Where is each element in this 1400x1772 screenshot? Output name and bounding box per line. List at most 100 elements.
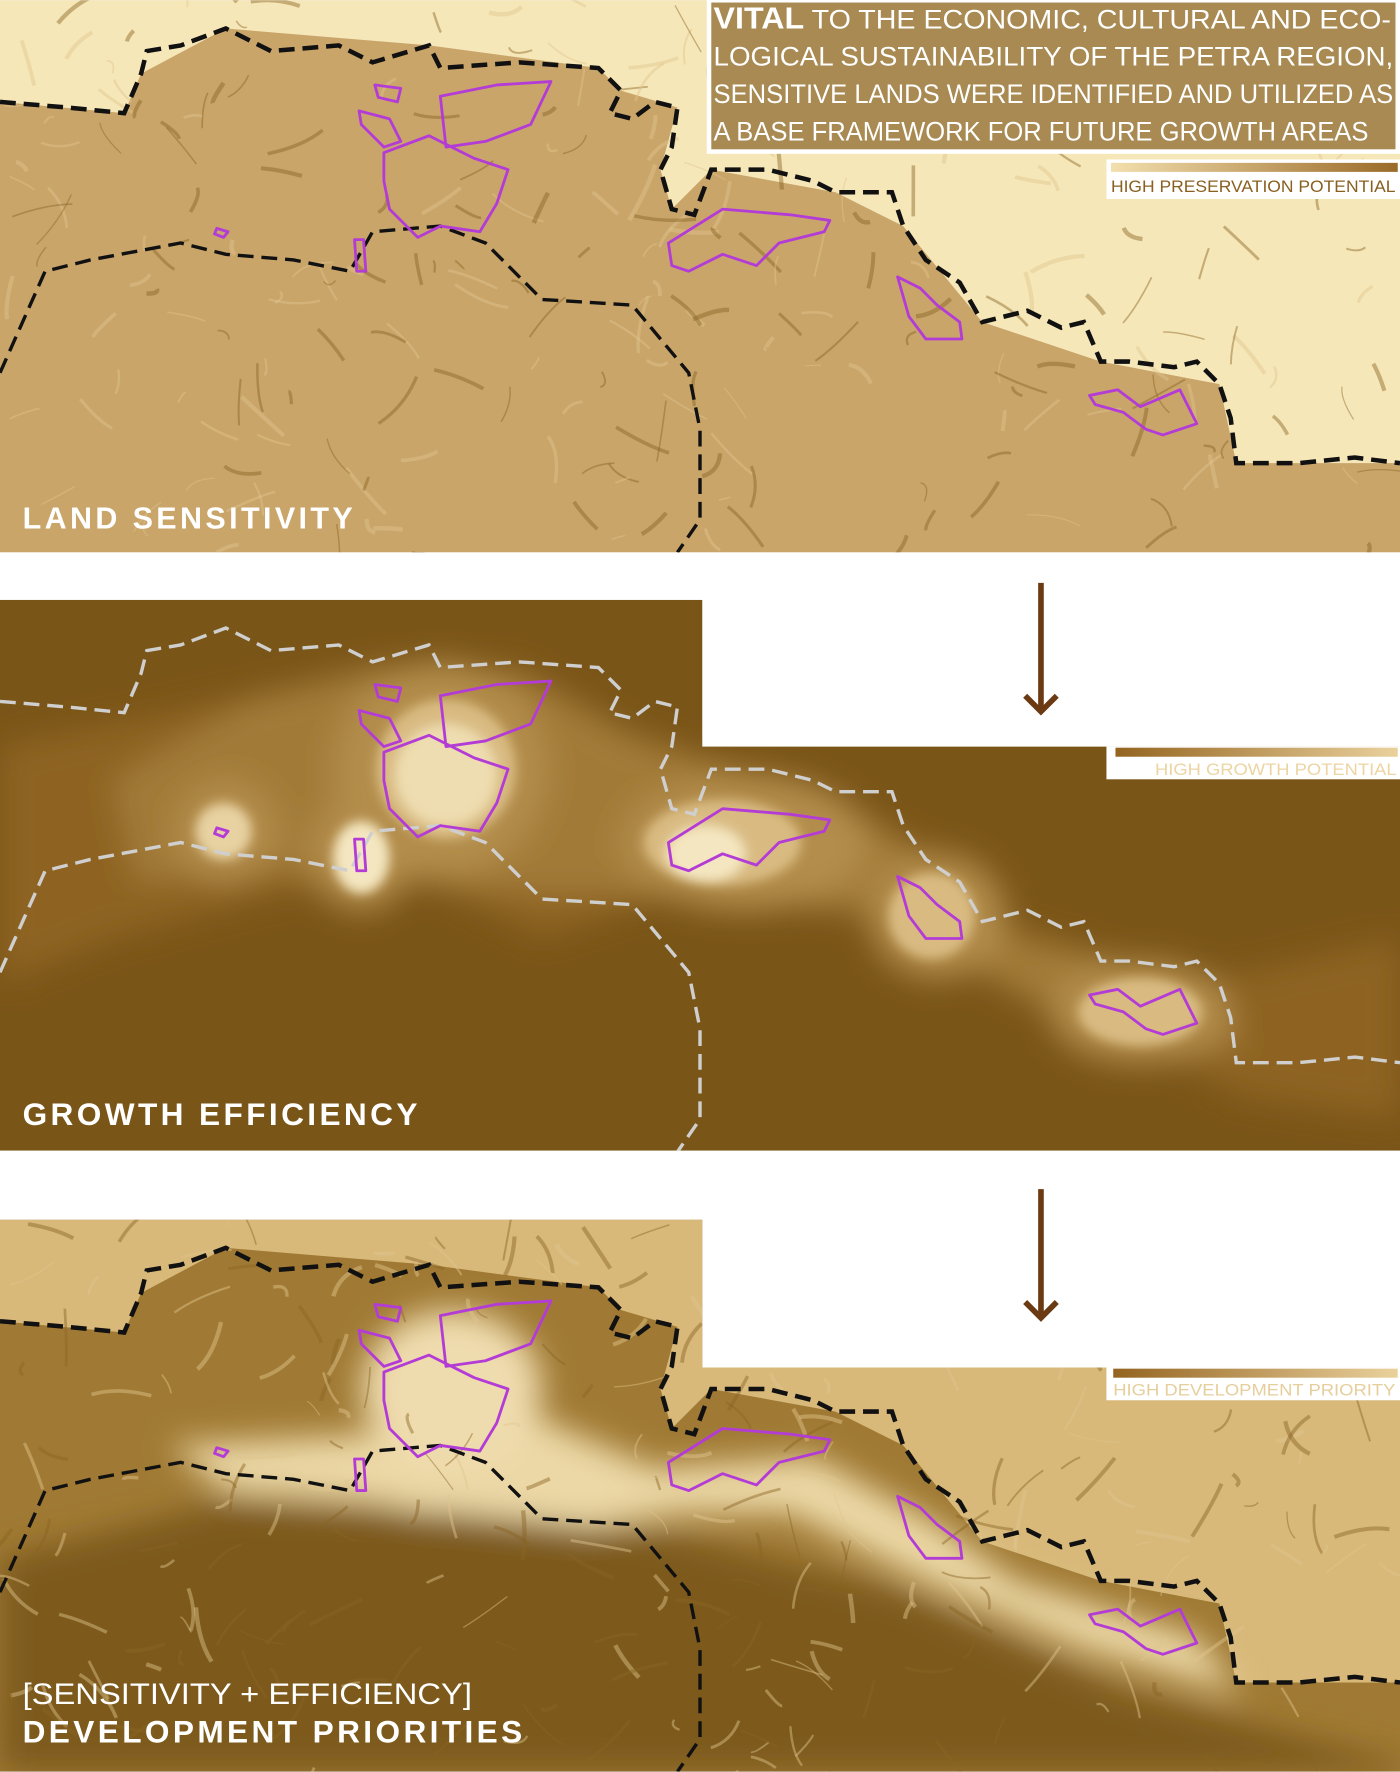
- terrain-streak: [1000, 409, 1007, 432]
- terrain-streak: [1222, 225, 1260, 261]
- terrain-streak: [1325, 1543, 1367, 1575]
- terrain-streak: [710, 226, 722, 240]
- arrow-down-icon: [1023, 582, 1059, 716]
- terrain-streak: [268, 298, 321, 305]
- terrain-streak: [1150, 497, 1173, 527]
- terrain-streak: [704, 1314, 750, 1339]
- terrain-streak: [186, 1587, 196, 1632]
- terrain-streak: [281, 1619, 292, 1633]
- terrain-streak: [955, 1514, 1014, 1531]
- intro-line-3: SENSITIVE LANDS WERE IDENTIFIED AND UTIL…: [714, 78, 1394, 109]
- terrain-streak: [612, 1317, 648, 1347]
- terrain-streak: [620, 85, 648, 91]
- terrain-streak: [801, 1588, 825, 1593]
- terrain-streak: [683, 161, 727, 181]
- terrain-streak: [547, 42, 587, 65]
- terrain-streak: [1204, 1754, 1238, 1772]
- terrain-streak: [1193, 1624, 1245, 1663]
- terrain-streak: [840, 1540, 848, 1561]
- terrain-streak: [895, 534, 909, 553]
- terrain-streak: [572, 500, 599, 531]
- terrain-streak: [656, 400, 667, 462]
- terrain-streak: [125, 1641, 166, 1654]
- terrain-streak: [613, 1376, 665, 1388]
- terrain-streak: [400, 449, 439, 463]
- terrain-streak: [8, 1692, 13, 1711]
- terrain-streak: [947, 1605, 994, 1634]
- terrain-streak: [344, 466, 388, 516]
- legend-preservation: HIGH PRESERVATION POTENTIAL: [1106, 159, 1400, 199]
- terrain-streak: [425, 1574, 444, 1585]
- terrain-streak: [774, 1293, 791, 1300]
- terrain-streak: [1096, 1702, 1110, 1713]
- terrain-streak: [36, 194, 72, 245]
- terrain-streak: [1240, 1333, 1251, 1356]
- terrain-streak: [988, 1292, 1026, 1323]
- terrain-streak: [1213, 1409, 1233, 1433]
- terrain-streak: [1036, 361, 1076, 369]
- terrain-streak: [1198, 247, 1210, 280]
- terrain-streak: [741, 1729, 779, 1748]
- terrain-streak: [804, 364, 822, 367]
- terrain-streak: [561, 400, 583, 415]
- terrain-streak: [475, 1309, 488, 1319]
- terrain-streak: [331, 1265, 363, 1297]
- terrain-streak: [500, 386, 511, 423]
- terrain-streak: [495, 1640, 518, 1652]
- terrain-streak: [1190, 1482, 1224, 1538]
- terrain-streak: [47, 186, 69, 228]
- terrain-streak: [121, 1475, 139, 1481]
- terrain-streak: [581, 1226, 612, 1270]
- terrain-streak: [41, 1707, 79, 1738]
- terrain-streak: [454, 283, 509, 310]
- terrain-streak: [146, 288, 160, 296]
- terrain-streak: [373, 1251, 396, 1256]
- terrain-streak: [838, 1540, 851, 1594]
- terrain-streak: [832, 1512, 873, 1553]
- terrain-streak: [984, 1219, 1013, 1255]
- terrain-streak: [421, 186, 462, 216]
- terrain-streak: [133, 501, 162, 532]
- terrain-streak: [413, 112, 460, 119]
- terrain-streak: [1101, 1246, 1111, 1269]
- terrain-streak: [755, 1532, 763, 1564]
- terrain-streak: [847, 1593, 856, 1624]
- terrain-streak: [78, 398, 113, 430]
- terrain-streak: [609, 319, 651, 350]
- terrain-streak: [692, 307, 730, 322]
- terrain-streak: [9, 175, 36, 191]
- terrain-streak: [432, 11, 443, 34]
- terrain-streak: [18, 1361, 26, 1377]
- legend-label: HIGH GROWTH POTENTIAL: [1155, 760, 1397, 779]
- terrain-streak: [725, 1400, 752, 1429]
- terrain-streak: [1010, 386, 1023, 398]
- terrain-streak: [934, 1739, 966, 1772]
- terrain-streak: [985, 295, 1029, 327]
- terrain-streak: [562, 134, 588, 155]
- terrain-streak: [1207, 454, 1219, 489]
- terrain-streak: [173, 1285, 231, 1314]
- terrain-streak: [314, 1505, 349, 1531]
- terrain-streak: [852, 211, 871, 225]
- terrain-streak: [962, 1639, 976, 1660]
- terrain-streak: [674, 5, 702, 53]
- terrain-streak: [786, 1503, 801, 1558]
- terrain-streak: [536, 1259, 563, 1286]
- terrain-streak: [814, 321, 859, 362]
- legend-gradient-bar: [1113, 1368, 1398, 1378]
- terrain-streak: [411, 550, 425, 553]
- terrain-streak: [726, 505, 765, 548]
- terrain-streak: [207, 1543, 242, 1570]
- terrain-streak: [362, 476, 370, 491]
- terrain-streak: [648, 115, 658, 140]
- terrain-streak: [335, 523, 341, 553]
- terrain-streak: [630, 1224, 670, 1240]
- terrain-streak: [646, 136, 679, 162]
- terrain-streak: [751, 1270, 763, 1290]
- terrain-streak: [997, 352, 1005, 383]
- terrain-streak: [227, 74, 250, 98]
- terrain-streak: [453, 1453, 469, 1490]
- terrain-streak: [377, 375, 419, 425]
- terrain-streak: [240, 395, 286, 438]
